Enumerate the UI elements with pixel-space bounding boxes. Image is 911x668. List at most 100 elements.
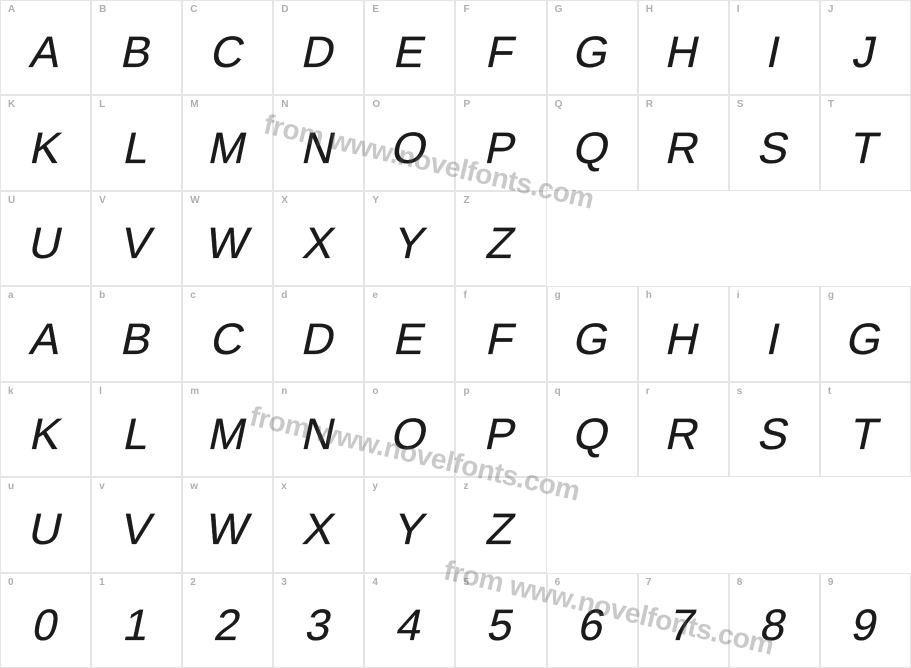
cell-glyph: O [388,410,433,460]
cell-label: w [190,481,198,492]
cell-label: O [372,99,380,110]
glyph-cell: nN [273,382,364,477]
glyph-cell: xX [273,477,364,572]
glyph-cell: DD [273,0,364,95]
cell-glyph: C [207,315,249,365]
cell-label: y [372,481,378,492]
cell-label: L [99,99,105,110]
cell-glyph: D [298,28,340,78]
glyph-cell [820,477,911,572]
cell-label: c [190,290,196,301]
glyph-cell: EE [364,0,455,95]
cell-label: C [190,4,197,15]
cell-glyph: V [117,505,157,555]
glyph-cell: rR [638,382,729,477]
cell-glyph: 6 [575,601,610,651]
cell-glyph: A [26,28,66,78]
cell-label: z [463,481,468,492]
cell-glyph: Q [570,410,615,460]
glyph-cell: 44 [364,573,455,668]
cell-glyph: I [763,28,786,78]
cell-glyph: 8 [757,601,792,651]
cell-glyph: 5 [483,601,518,651]
glyph-cell: fF [455,286,546,381]
cell-label: E [372,4,379,15]
cell-glyph: A [26,315,66,365]
cell-label: b [99,290,105,301]
glyph-cell: YY [364,191,455,286]
cell-label: n [281,386,287,397]
cell-glyph: G [570,28,615,78]
cell-glyph: K [26,410,66,460]
cell-glyph: F [482,315,520,365]
cell-label: I [737,4,740,15]
glyph-cell: cC [182,286,273,381]
cell-glyph: S [754,410,794,460]
glyph-cell: WW [182,191,273,286]
glyph-cell: 55 [455,573,546,668]
cell-glyph: E [390,315,430,365]
cell-label: 0 [8,577,14,588]
cell-label: Y [372,195,379,206]
glyph-cell: OO [364,95,455,190]
cell-glyph: L [119,124,154,174]
cell-glyph: Q [570,124,615,174]
cell-glyph: R [662,124,704,174]
glyph-cell: SS [729,95,820,190]
cell-glyph: F [482,28,520,78]
glyph-cell: aA [0,286,91,381]
glyph-cell: HH [638,0,729,95]
cell-glyph: Y [390,505,430,555]
glyph-cell: vV [91,477,182,572]
cell-glyph: B [117,28,157,78]
cell-label: F [463,4,469,15]
glyph-cell: RR [638,95,729,190]
glyph-cell [547,191,638,286]
cell-label: 4 [372,577,378,588]
cell-glyph: J [849,28,882,78]
cell-label: K [8,99,15,110]
cell-glyph: V [117,219,157,269]
cell-glyph: N [298,124,340,174]
cell-label: 2 [190,577,196,588]
cell-glyph: 7 [666,601,701,651]
glyph-cell: 00 [0,573,91,668]
cell-glyph: U [24,505,66,555]
cell-glyph: X [299,505,339,555]
glyph-cell: LL [91,95,182,190]
cell-label: V [99,195,106,206]
cell-label: d [281,290,287,301]
cell-label: 9 [828,577,834,588]
glyph-cell: 99 [820,573,911,668]
glyph-cell: 33 [273,573,364,668]
cell-label: H [646,4,653,15]
cell-glyph: 0 [28,601,63,651]
glyph-cell: eE [364,286,455,381]
cell-label: R [646,99,653,110]
glyph-cell [729,477,820,572]
glyph-cell: NN [273,95,364,190]
glyph-cell: 22 [182,573,273,668]
cell-glyph: S [754,124,794,174]
glyph-cell: mM [182,382,273,477]
cell-glyph: P [481,124,521,174]
glyph-cell: uU [0,477,91,572]
glyph-cell: pP [455,382,546,477]
cell-label: U [8,195,15,206]
cell-glyph: 1 [119,601,154,651]
glyph-cell: FF [455,0,546,95]
cell-glyph: G [570,315,615,365]
cell-glyph: B [117,315,157,365]
cell-glyph: P [481,410,521,460]
glyph-grid: AABBCCDDEEFFGGHHIIJJKKLLMMNNOOPPQQRRSSTT… [0,0,911,668]
cell-glyph: E [390,28,430,78]
glyph-cell: XX [273,191,364,286]
cell-label: 6 [555,577,561,588]
glyph-cell [729,191,820,286]
cell-label: W [190,195,199,206]
cell-label: t [828,386,831,397]
cell-label: r [646,386,650,397]
glyph-cell: oO [364,382,455,477]
glyph-cell [820,191,911,286]
cell-glyph: D [298,315,340,365]
